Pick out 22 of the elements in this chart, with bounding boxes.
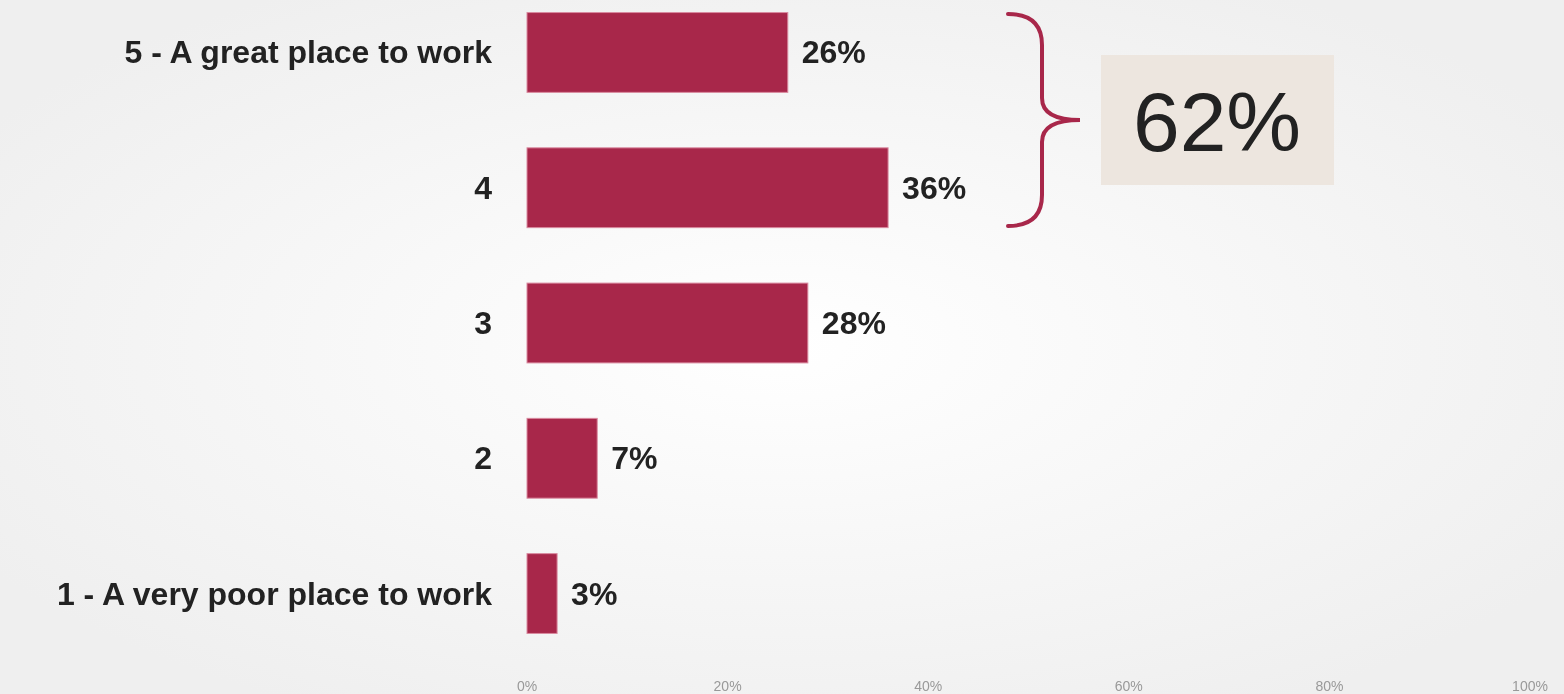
y-tick-label: 2	[474, 440, 492, 477]
data-label: 28%	[821, 305, 886, 341]
data-label: 36%	[902, 169, 967, 206]
bar	[526, 282, 809, 364]
bar	[526, 12, 789, 93]
x-tick-label: 0%	[516, 678, 538, 694]
x-tick-label: 20%	[713, 678, 742, 694]
x-tick-label: 80%	[1315, 678, 1344, 694]
data-label: 26%	[801, 34, 866, 71]
x-tick-label: 40%	[914, 678, 943, 694]
data-label: 7%	[611, 440, 658, 477]
y-tick-label: 3	[474, 305, 492, 341]
y-tick-label: 4	[474, 169, 493, 206]
y-tick-label: 1 - A very poor place to work	[56, 575, 493, 612]
annotation: 62%	[1132, 75, 1302, 169]
bar	[526, 147, 889, 229]
bar	[526, 553, 558, 634]
bar	[526, 417, 598, 499]
x-tick-label: 100%	[1512, 678, 1548, 694]
x-tick-label: 60%	[1114, 678, 1143, 694]
data-label: 3%	[571, 575, 618, 612]
y-tick-label: 5 - A great place to work	[124, 34, 493, 71]
